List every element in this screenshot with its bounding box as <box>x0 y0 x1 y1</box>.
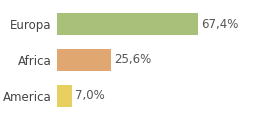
Bar <box>57 49 111 71</box>
Bar <box>57 85 72 107</box>
Bar <box>57 13 199 35</box>
Text: 25,6%: 25,6% <box>114 54 151 66</box>
Text: 67,4%: 67,4% <box>202 18 239 31</box>
Text: 7,0%: 7,0% <box>75 89 105 102</box>
